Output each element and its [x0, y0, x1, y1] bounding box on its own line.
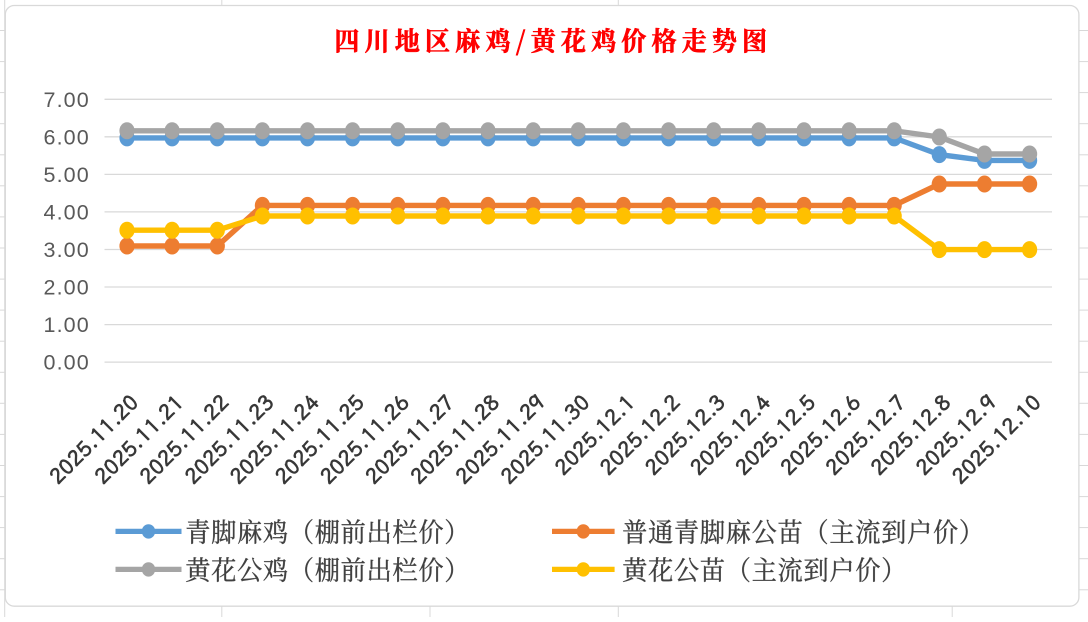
svg-text:1.00: 1.00 — [44, 313, 90, 337]
svg-text:0.00: 0.00 — [44, 351, 90, 375]
svg-text:3.00: 3.00 — [44, 238, 90, 262]
svg-text:6.00: 6.00 — [44, 125, 90, 149]
svg-text:7.00: 7.00 — [44, 88, 90, 112]
svg-text:4.00: 4.00 — [44, 201, 90, 225]
svg-text:5.00: 5.00 — [44, 163, 90, 187]
svg-text:2.00: 2.00 — [44, 276, 90, 300]
